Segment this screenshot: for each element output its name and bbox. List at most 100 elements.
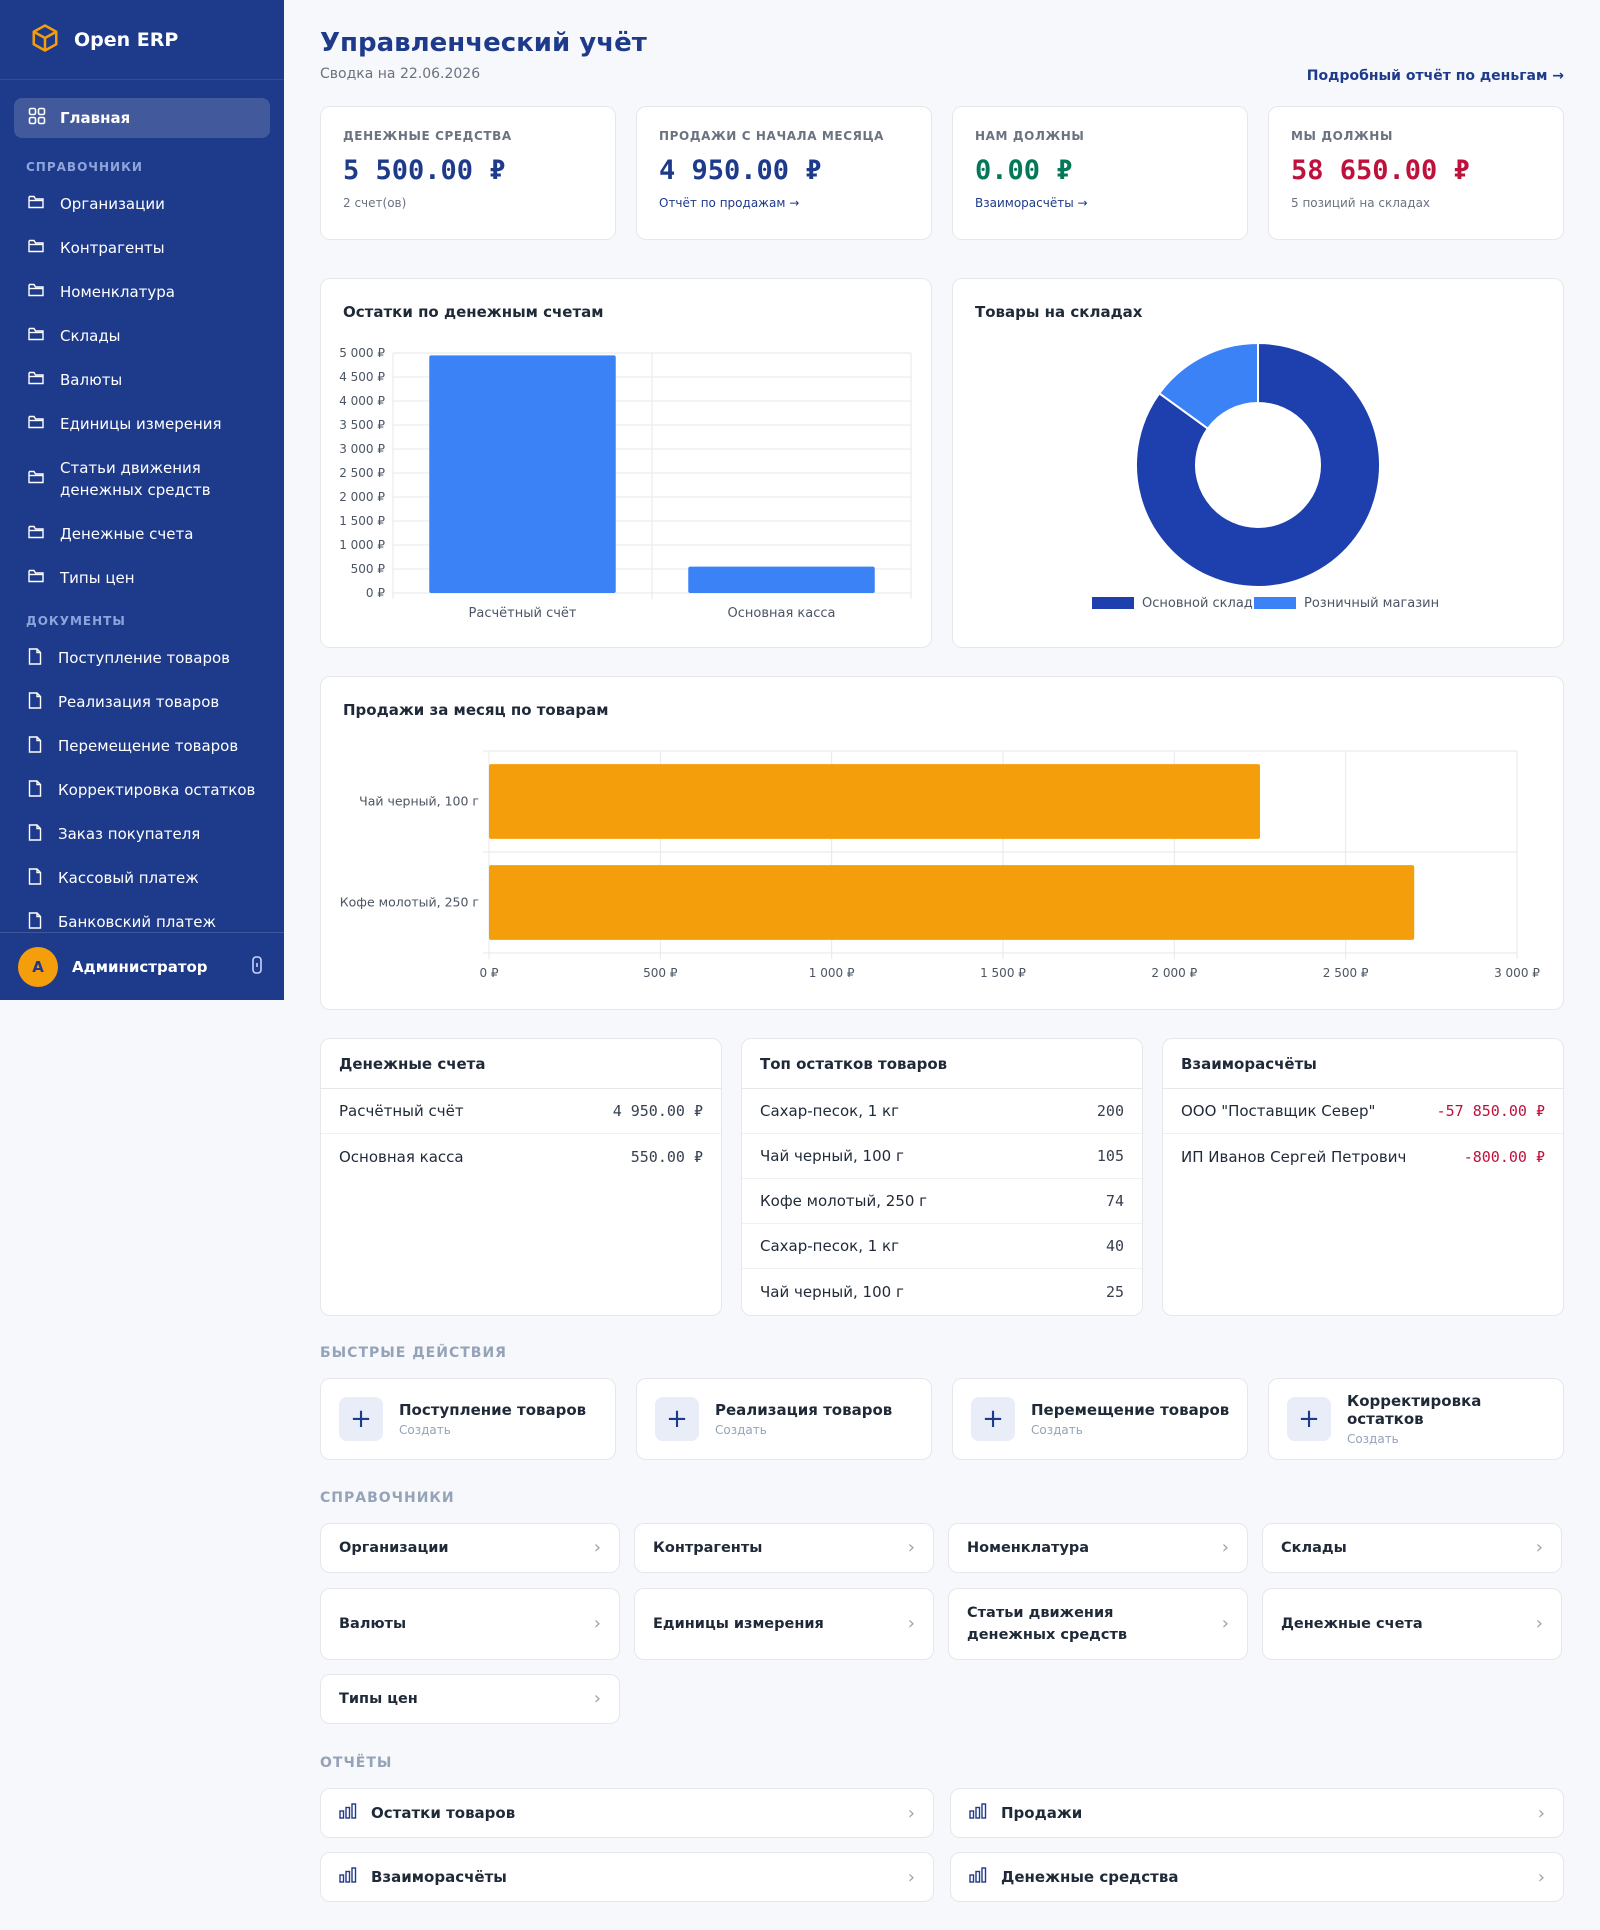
folder-icon [28, 283, 44, 301]
quick-actions-heading: БЫСТРЫЕ ДЕЙСТВИЯ [320, 1345, 507, 1361]
chevron-right-icon: › [1221, 1613, 1229, 1634]
sidebar-item-ref[interactable]: Номенклатура [0, 270, 284, 314]
bar [489, 865, 1415, 940]
document-icon [28, 735, 42, 757]
sales-hbar-chart: 0 ₽ 500 ₽ 1 000 ₽ 1 500 ₽ 2 000 ₽ 2 500 ₽ 3 00… [340, 750, 1540, 980]
kpi-card-payables: МЫ ДОЛЖНЫ 58 650.00 ₽ 5 позиций на склад… [1268, 106, 1564, 240]
document-icon [28, 867, 42, 889]
quick-action-button[interactable]: + Корректировка остатков Создать [1268, 1378, 1564, 1460]
list-item-name: Основная касса [339, 1147, 464, 1166]
sidebar-item-doc[interactable]: Реализация товаров [0, 680, 284, 724]
reference-link[interactable]: Склады › [1262, 1523, 1562, 1573]
sidebar-item-label: Номенклатура [60, 283, 175, 301]
quick-action-sub: Создать [715, 1423, 767, 1437]
report-link[interactable]: Взаиморасчёты › [320, 1852, 934, 1902]
sidebar-item-ref[interactable]: Организации [0, 182, 284, 226]
x-tick-label: 3 000 ₽ [1494, 966, 1540, 980]
list-item-value: -800.00 ₽ [1463, 1147, 1545, 1166]
y-tick-label: 3 000 ₽ [339, 442, 385, 456]
reference-link[interactable]: Организации › [320, 1523, 620, 1573]
document-icon [28, 691, 42, 713]
list-item[interactable]: Чай черный, 100 г 25 [742, 1269, 1142, 1314]
sales-report-link[interactable]: Отчёт по продажам → [659, 196, 800, 210]
kpi-value: 0.00 ₽ [975, 155, 1073, 186]
list-item-name: ООО "Поставщик Север" [1181, 1102, 1376, 1120]
plus-icon: + [971, 1397, 1015, 1441]
detailed-money-report-link[interactable]: Подробный отчёт по деньгам → [1306, 68, 1564, 84]
avatar[interactable]: А [18, 946, 58, 987]
list-item[interactable]: ИП Иванов Сергей Петрович -800.00 ₽ [1163, 1134, 1563, 1179]
chevron-right-icon: › [1535, 1537, 1543, 1558]
sidebar-item-label: Заказ покупателя [58, 825, 201, 843]
reference-label: Контрагенты [653, 1540, 763, 1556]
bar [429, 355, 616, 593]
list-item[interactable]: Расчётный счёт 4 950.00 ₽ [321, 1089, 721, 1134]
sidebar-item-doc[interactable]: Заказ покупателя [0, 812, 284, 856]
sidebar-item-label: Корректировка остатков [58, 781, 256, 799]
x-tick-label: Основная касса [728, 606, 836, 621]
list-item-name: Сахар-песок, 1 кг [760, 1237, 899, 1255]
report-link[interactable]: Остатки товаров › [320, 1788, 934, 1838]
reference-link[interactable]: Типы цен › [320, 1674, 620, 1724]
sidebar: Open ERP Главная СПРАВОЧНИКИ Организации… [0, 0, 284, 1000]
y-tick-label: 1 500 ₽ [339, 514, 385, 528]
reference-link[interactable]: Статьи движения денежных средств › [948, 1588, 1248, 1660]
chevron-right-icon: › [907, 1802, 915, 1824]
folder-icon [28, 569, 44, 587]
sidebar-item-ref[interactable]: Денежные счета [0, 512, 284, 556]
chart-title: Продажи за месяц по товарам [343, 701, 609, 719]
sidebar-item-home[interactable]: Главная [14, 98, 270, 138]
quick-action-button[interactable]: + Реализация товаров Создать [636, 1378, 932, 1460]
legend-label: Розничный магазин [1304, 596, 1439, 611]
sidebar-item-doc[interactable]: Поступление товаров [0, 636, 284, 680]
sidebar-item-ref[interactable]: Единицы измерения [0, 402, 284, 446]
reference-link[interactable]: Единицы измерения › [634, 1588, 934, 1660]
report-link[interactable]: Продажи › [950, 1788, 1564, 1838]
list-item[interactable]: Кофе молотый, 250 г 74 [742, 1179, 1142, 1224]
sidebar-item-doc[interactable]: Кассовый платеж [0, 856, 284, 900]
sidebar-item-doc[interactable]: Корректировка остатков [0, 768, 284, 812]
list-item-name: Сахар-песок, 1 кг [760, 1102, 899, 1120]
quick-action-button[interactable]: + Поступление товаров Создать [320, 1378, 616, 1460]
report-link[interactable]: Денежные средства › [950, 1852, 1564, 1902]
accounts-balance-chart-card: Остатки по денежным счетам 0 ₽ 500 ₽ 1 000… [320, 278, 932, 648]
reference-link[interactable]: Номенклатура › [948, 1523, 1248, 1573]
list-item-name: Чай черный, 100 г [760, 1147, 904, 1165]
list-item-value: 74 [1105, 1192, 1124, 1210]
reference-link[interactable]: Денежные счета › [1262, 1588, 1562, 1660]
reference-link[interactable]: Контрагенты › [634, 1523, 934, 1573]
card-title: Топ остатков товаров [742, 1039, 1142, 1089]
y-tick-label: 2 000 ₽ [339, 490, 385, 504]
list-item[interactable]: Сахар-песок, 1 кг 200 [742, 1089, 1142, 1134]
report-label: Взаиморасчёты [371, 1868, 507, 1886]
y-tick-label: Кофе молотый, 250 г [340, 895, 479, 910]
settlements-link[interactable]: Взаиморасчёты → [975, 196, 1088, 210]
sidebar-item-label: Валюты [60, 371, 123, 389]
sidebar-item-doc[interactable]: Перемещение товаров [0, 724, 284, 768]
sidebar-item-ref[interactable]: Статьи движения денежных средств [0, 446, 284, 512]
brand[interactable]: Open ERP [0, 0, 284, 80]
app-name: Open ERP [74, 28, 179, 51]
list-item-name: Расчётный счёт [339, 1102, 464, 1120]
logout-icon[interactable] [248, 955, 266, 979]
sidebar-item-ref[interactable]: Склады [0, 314, 284, 358]
sidebar-item-ref[interactable]: Контрагенты [0, 226, 284, 270]
reference-link[interactable]: Валюты › [320, 1588, 620, 1660]
sidebar-item-ref[interactable]: Валюты [0, 358, 284, 402]
sidebar-item-doc[interactable]: Банковский платеж [0, 900, 284, 944]
accounts-list-card: Денежные счета Расчётный счёт 4 950.00 ₽ О… [320, 1038, 722, 1316]
sidebar-item-ref[interactable]: Типы цен [0, 556, 284, 600]
donut-slice [1135, 341, 1381, 588]
list-item-name: Кофе молотый, 250 г [760, 1192, 928, 1210]
list-item[interactable]: Чай черный, 100 г 105 [742, 1134, 1142, 1179]
list-item[interactable]: Основная касса 550.00 ₽ [321, 1134, 721, 1179]
quick-action-sub: Создать [1031, 1423, 1083, 1437]
nav-scroll-area[interactable]: Главная СПРАВОЧНИКИ Организации Контраген… [0, 80, 284, 966]
cube-logo-icon [30, 23, 60, 57]
donut-slice [1157, 341, 1259, 430]
list-item[interactable]: ООО "Поставщик Север" -57 850.00 ₽ [1163, 1089, 1563, 1134]
chevron-right-icon: › [1537, 1866, 1545, 1888]
list-item[interactable]: Сахар-песок, 1 кг 40 [742, 1224, 1142, 1269]
y-tick-label: 4 500 ₽ [339, 370, 385, 384]
quick-action-button[interactable]: + Перемещение товаров Создать [952, 1378, 1248, 1460]
